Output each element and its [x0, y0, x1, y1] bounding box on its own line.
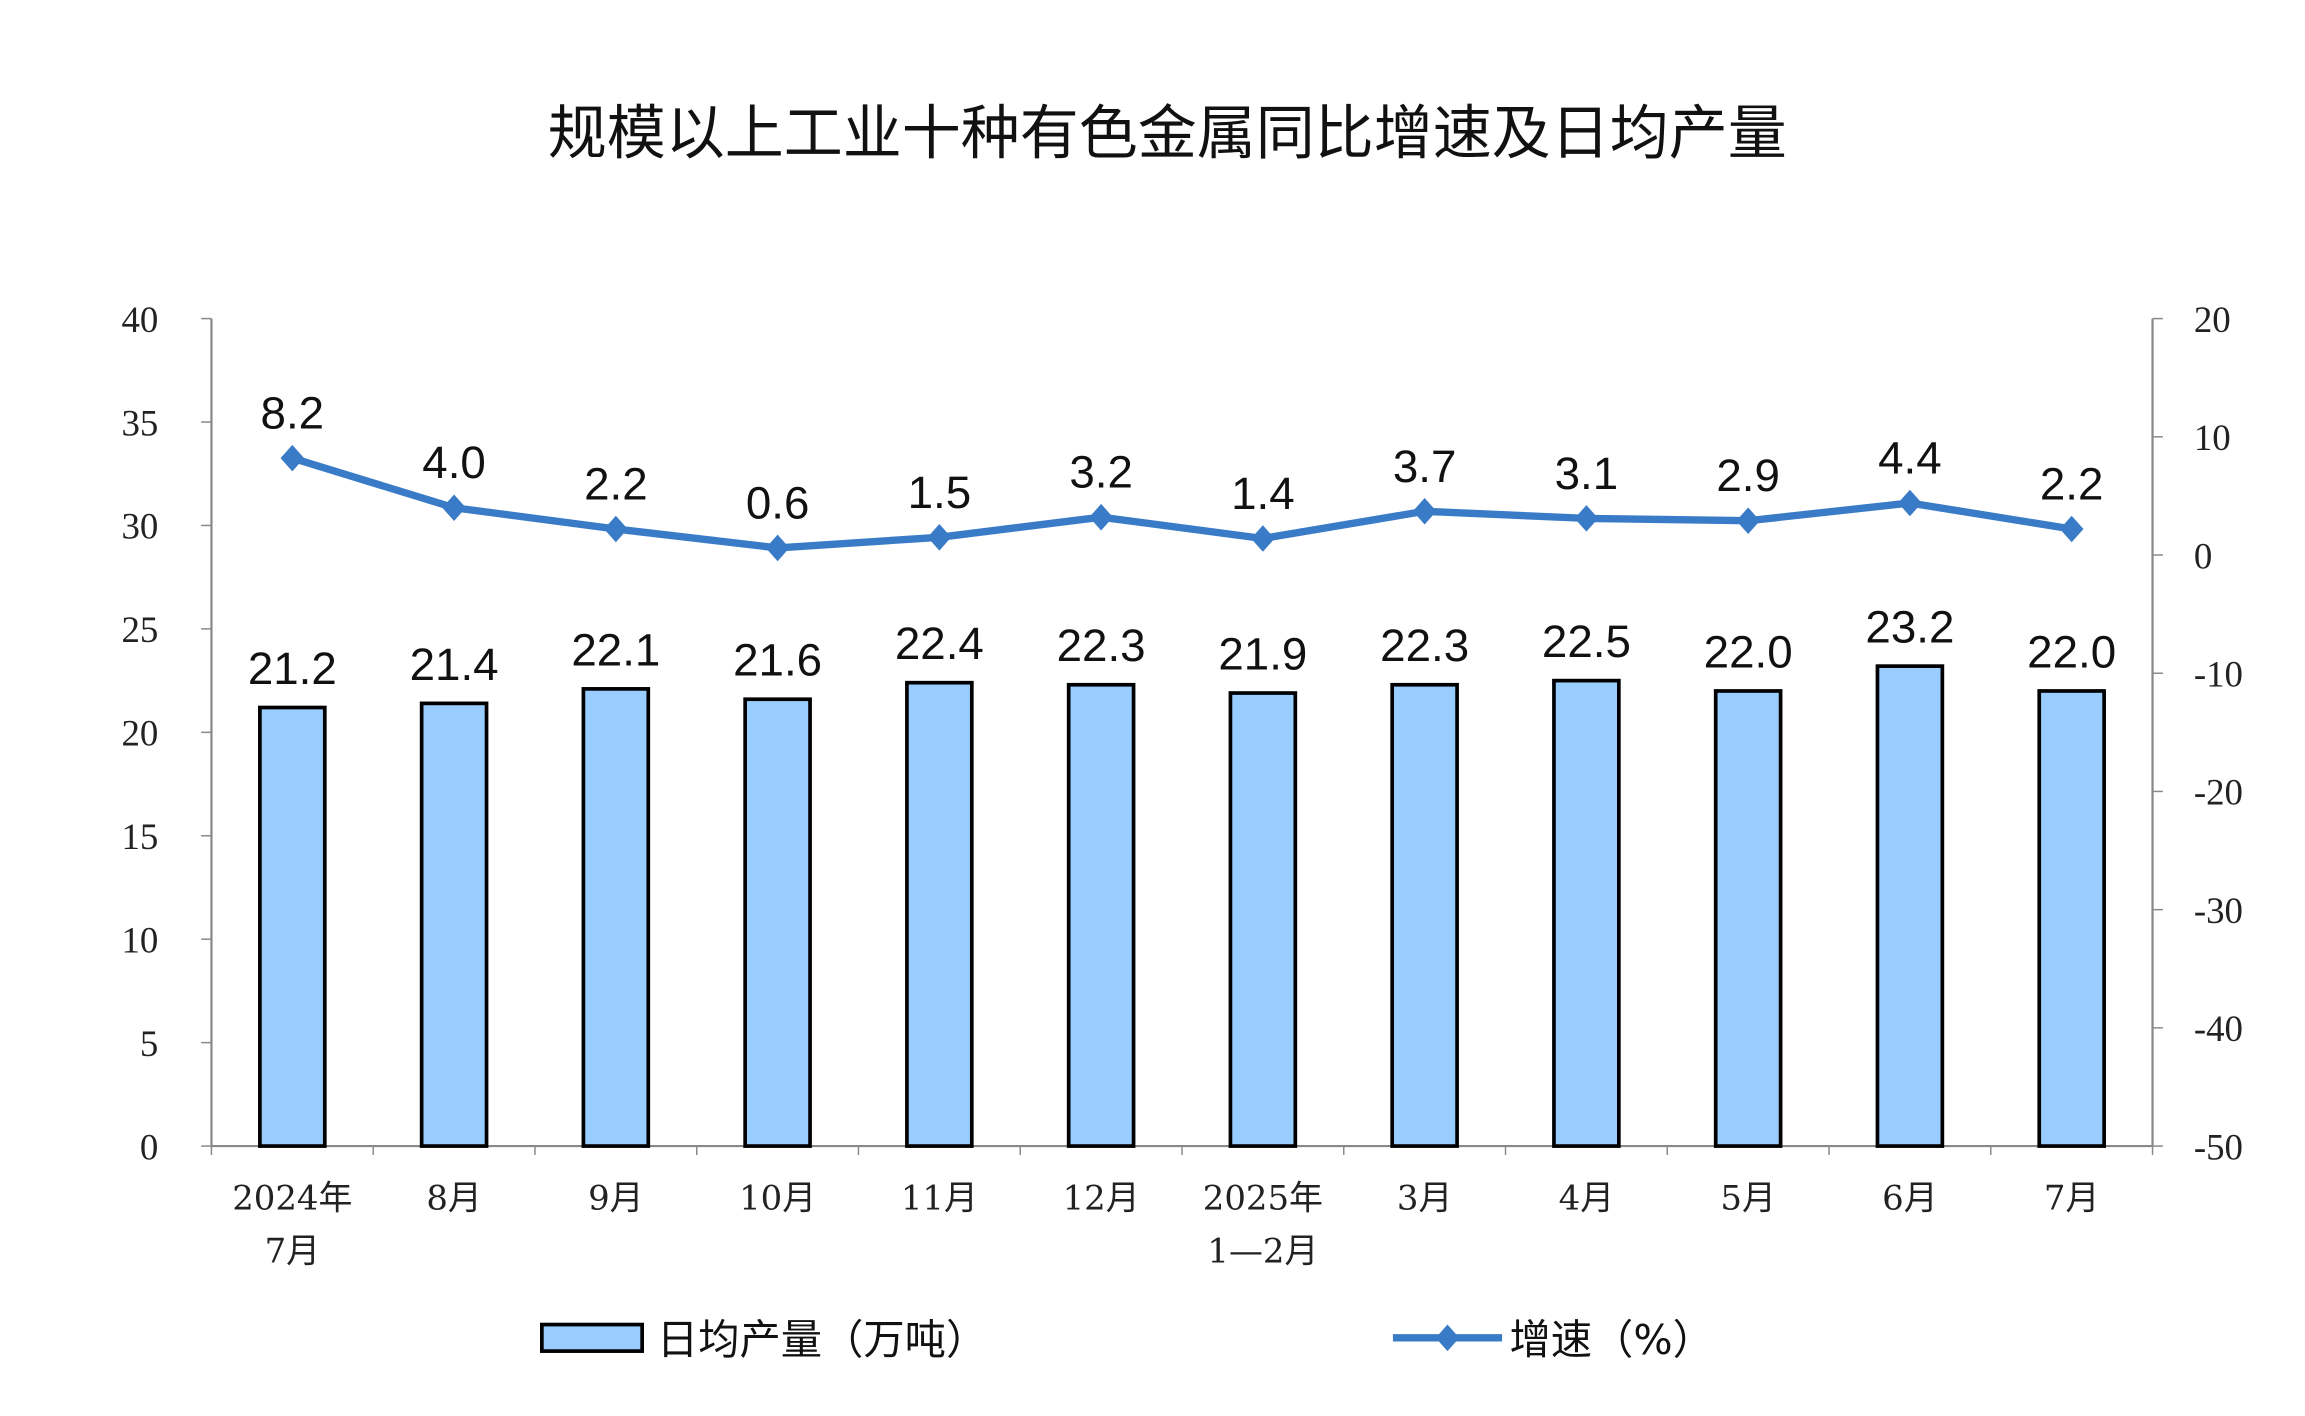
- line-data-label: 4.4: [1878, 433, 1942, 484]
- line-marker: [765, 534, 790, 562]
- bar: [1228, 691, 1298, 1148]
- legend-bar-swatch: [540, 1322, 644, 1353]
- x-tick-label: 10月: [739, 1179, 816, 1218]
- bar-data-label: 21.6: [733, 635, 822, 686]
- right-tick-label: -30: [2194, 890, 2243, 931]
- line-data-label: 1.4: [1231, 468, 1295, 519]
- left-tick-label: 40: [121, 299, 158, 340]
- bar-data-label: 22.5: [1542, 616, 1631, 667]
- left-tick-label: 10: [121, 919, 158, 960]
- line-data-label: 2.2: [2040, 459, 2104, 510]
- bar: [1390, 682, 1459, 1148]
- line-marker: [442, 494, 466, 522]
- bar-data-label: 22.0: [2027, 626, 2116, 677]
- x-tick-label: 11月: [901, 1179, 978, 1218]
- line-marker: [1089, 503, 1113, 531]
- bar-data-label: 23.2: [1865, 602, 1954, 653]
- legend-line-label: 增速（%）: [1509, 1316, 1713, 1364]
- x-tick-label: 7月: [265, 1232, 320, 1271]
- right-tick-label: -20: [2194, 772, 2243, 813]
- right-tick-label: 10: [2194, 417, 2231, 458]
- line-marker: [1574, 505, 1599, 532]
- line-data-label: 0.6: [746, 477, 810, 528]
- line-marker: [1251, 525, 1275, 552]
- growth-line: [291, 454, 2073, 552]
- right-tick-label: -40: [2194, 1008, 2243, 1049]
- x-tick-label: 6月: [1882, 1179, 1937, 1218]
- bar-data-label: 21.2: [248, 643, 337, 694]
- right-tick-label: 0: [2194, 535, 2212, 576]
- line-marker: [927, 524, 952, 551]
- left-tick-label: 25: [121, 609, 158, 650]
- line-marker: [604, 515, 628, 543]
- line-marker: [280, 444, 305, 472]
- bar: [1875, 664, 1945, 1148]
- line-marker: [1736, 507, 1760, 535]
- bar-data-label: 22.0: [1704, 626, 1793, 677]
- bar: [258, 705, 327, 1148]
- left-tick-label: 35: [121, 402, 158, 443]
- bar-data-label: 22.4: [895, 618, 984, 669]
- left-tick-label: 30: [121, 506, 158, 547]
- chart-title: 规模以上工业十种有色金属同比增速及日均产量: [548, 98, 1787, 167]
- bar: [419, 701, 489, 1148]
- line-marker: [1898, 489, 1922, 517]
- right-tick-label: 20: [2194, 299, 2231, 340]
- x-tick-label: 5月: [1720, 1179, 1775, 1218]
- bar-data-label: 22.1: [571, 624, 660, 675]
- x-tick-label: 9月: [588, 1179, 643, 1218]
- bar: [2037, 689, 2106, 1148]
- bar-data-label: 21.4: [410, 639, 499, 690]
- line-data-label: 1.5: [908, 467, 972, 518]
- left-tick-label: 15: [121, 816, 158, 857]
- legend-bar-label: 日均产量（万吨）: [657, 1316, 987, 1364]
- x-tick-label: 1—2月: [1207, 1232, 1318, 1271]
- x-tick-label: 2024年: [232, 1179, 352, 1218]
- line-data-label: 3.1: [1555, 448, 1619, 499]
- bar-data-label: 22.3: [1380, 620, 1469, 671]
- right-tick-label: -10: [2194, 654, 2243, 695]
- line-data-label: 4.0: [422, 437, 486, 488]
- bar: [743, 697, 812, 1148]
- x-tick-label: 3月: [1397, 1179, 1452, 1218]
- left-tick-label: 0: [140, 1126, 158, 1167]
- line-data-label: 2.2: [584, 459, 648, 510]
- left-tick-label: 20: [121, 713, 158, 754]
- bar: [1066, 682, 1136, 1148]
- bar: [1713, 689, 1783, 1148]
- line-marker: [1412, 498, 1437, 525]
- line-data-label: 2.9: [1716, 450, 1780, 501]
- x-tick-label: 7月: [2044, 1179, 2099, 1218]
- line-data-label: 3.2: [1069, 447, 1133, 498]
- bar: [905, 680, 974, 1148]
- x-tick-label: 4月: [1559, 1179, 1614, 1218]
- x-tick-label: 2025年: [1203, 1179, 1323, 1218]
- bar: [581, 687, 651, 1148]
- bar: [1552, 678, 1621, 1148]
- right-tick-label: -50: [2194, 1126, 2243, 1167]
- line-data-label: 3.7: [1393, 441, 1457, 492]
- line-marker: [2059, 515, 2084, 543]
- line-data-label: 8.2: [261, 388, 325, 439]
- bar-data-label: 22.3: [1057, 620, 1146, 671]
- x-tick-label: 12月: [1063, 1179, 1140, 1218]
- left-tick-label: 5: [140, 1023, 158, 1064]
- bar-data-label: 21.9: [1218, 628, 1307, 679]
- x-tick-label: 8月: [426, 1179, 481, 1218]
- legend-line-marker: [1435, 1324, 1460, 1352]
